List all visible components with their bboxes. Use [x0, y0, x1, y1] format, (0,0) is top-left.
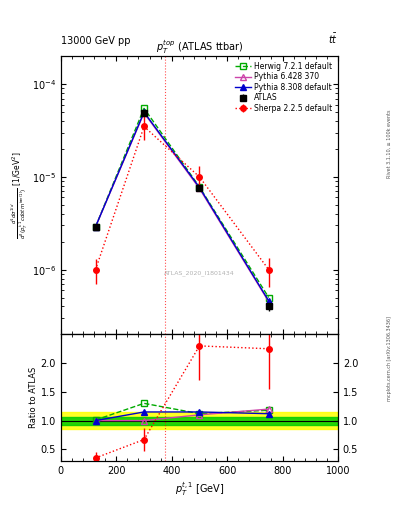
Bar — [61, 417, 338, 424]
Pythia 8.308 default — [142, 109, 147, 115]
Pythia 6.428 370 — [197, 185, 202, 191]
Herwig 7.2.1 default — [93, 224, 98, 230]
Pythia 8.308 default — [93, 224, 98, 230]
Line: Pythia 8.308 default: Pythia 8.308 default — [92, 109, 272, 304]
Pythia 6.428 370 — [266, 298, 271, 305]
X-axis label: $p_T^{t,1}$ [GeV]: $p_T^{t,1}$ [GeV] — [174, 481, 224, 498]
Pythia 6.428 370 — [93, 224, 98, 230]
Bar — [61, 412, 338, 429]
Pythia 8.308 default — [266, 298, 271, 304]
Pythia 8.308 default — [197, 184, 202, 190]
Pythia 6.428 370 — [142, 110, 147, 116]
Title: $p_T^{top}$ (ATLAS ttbar): $p_T^{top}$ (ATLAS ttbar) — [156, 38, 243, 56]
Text: 13000 GeV pp: 13000 GeV pp — [61, 36, 130, 46]
Line: Herwig 7.2.1 default: Herwig 7.2.1 default — [92, 105, 272, 301]
Y-axis label: $\frac{d^1d\sigma^{1/d}}{d^2(p_T^{t,1}cdot\,m^{tan(1)})}$ [1/GeV$^2$]: $\frac{d^1d\sigma^{1/d}}{d^2(p_T^{t,1}cd… — [10, 152, 31, 239]
Line: Pythia 6.428 370: Pythia 6.428 370 — [92, 110, 272, 305]
Text: $t\bar{t}$: $t\bar{t}$ — [328, 32, 338, 46]
Herwig 7.2.1 default — [197, 184, 202, 190]
Herwig 7.2.1 default — [142, 105, 147, 112]
Text: Rivet 3.1.10, ≥ 100k events: Rivet 3.1.10, ≥ 100k events — [387, 109, 391, 178]
Legend: Herwig 7.2.1 default, Pythia 6.428 370, Pythia 8.308 default, ATLAS, Sherpa 2.2.: Herwig 7.2.1 default, Pythia 6.428 370, … — [233, 60, 334, 114]
Text: mcplots.cern.ch [arXiv:1306.3436]: mcplots.cern.ch [arXiv:1306.3436] — [387, 316, 391, 401]
Herwig 7.2.1 default — [266, 294, 271, 301]
Text: ATLAS_2020_I1801434: ATLAS_2020_I1801434 — [164, 270, 235, 276]
Y-axis label: Ratio to ATLAS: Ratio to ATLAS — [29, 367, 38, 428]
